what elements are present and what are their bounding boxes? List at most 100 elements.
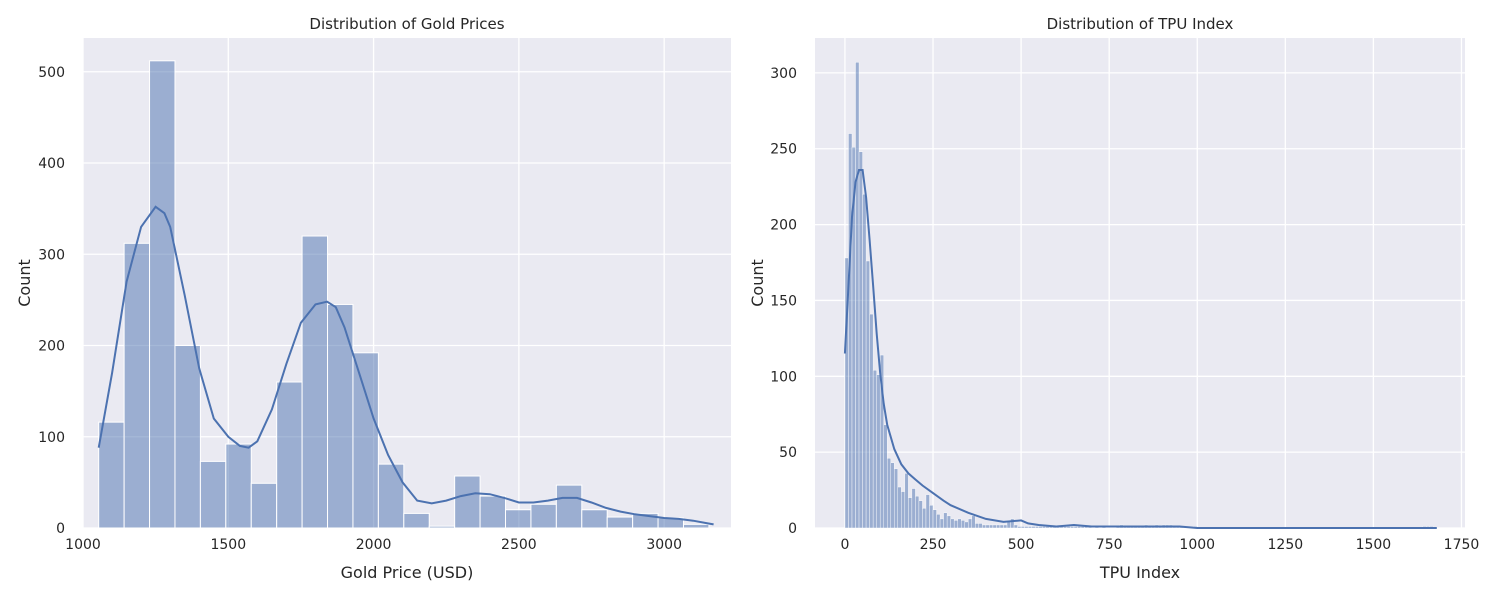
tpu-histogram-bar bbox=[876, 374, 881, 529]
tpu-histogram-bar bbox=[1077, 526, 1082, 529]
tpu-x-tick-label: 0 bbox=[840, 537, 849, 553]
tpu-x-tick-label: 1000 bbox=[1179, 537, 1215, 553]
tpu-y-tick-label: 150 bbox=[770, 293, 797, 309]
tpu-histogram-bar bbox=[939, 518, 944, 529]
tpu-histogram-bar bbox=[1010, 518, 1015, 529]
tpu-histogram-bar bbox=[915, 495, 920, 529]
gold-histogram-bar bbox=[250, 482, 278, 529]
gold-y-tick-label: 400 bbox=[38, 156, 65, 172]
tpu-histogram-bar bbox=[890, 462, 895, 529]
gold-histogram-bar bbox=[123, 242, 151, 529]
tpu-histogram-bar bbox=[1066, 526, 1071, 529]
tpu-histogram-bar bbox=[855, 62, 860, 529]
tpu-histogram-bar bbox=[901, 491, 906, 529]
tpu-histogram-bar bbox=[1070, 526, 1075, 529]
tpu-histogram-bar bbox=[1024, 526, 1029, 529]
tpu-histogram-bar bbox=[894, 468, 898, 529]
tpu-y-tick-label: 100 bbox=[770, 369, 797, 385]
gold-histogram-bar bbox=[149, 60, 176, 529]
tpu-histogram-bar bbox=[1031, 526, 1036, 529]
gold-histogram-bar bbox=[454, 475, 481, 529]
tpu-histogram-bar bbox=[957, 518, 962, 529]
gold-histogram-bar bbox=[581, 509, 608, 529]
tpu-histogram-bar bbox=[918, 500, 923, 529]
gold-histogram-bar bbox=[505, 509, 532, 529]
gold-histogram-bar bbox=[530, 503, 557, 529]
tpu-histogram-bar bbox=[1013, 524, 1018, 529]
tpu-histogram-bar bbox=[943, 512, 948, 529]
tpu-histogram-bar bbox=[848, 133, 853, 529]
tpu-histogram-bar bbox=[975, 523, 980, 529]
gold-chart-title: Distribution of Gold Prices bbox=[309, 15, 504, 33]
tpu-chart-title: Distribution of TPU Index bbox=[1047, 15, 1234, 33]
tpu-histogram-bar bbox=[1038, 526, 1043, 529]
tpu-x-tick-label: 500 bbox=[1008, 537, 1035, 553]
tpu-x-tick-label: 1750 bbox=[1444, 537, 1480, 553]
tpu-histogram-bar bbox=[968, 518, 972, 529]
gold-y-tick-label: 200 bbox=[38, 339, 65, 355]
tpu-y-tick-label: 50 bbox=[779, 445, 797, 461]
gold-histogram-bar bbox=[479, 495, 507, 529]
gold-histogram-bar bbox=[276, 381, 303, 529]
tpu-histogram-bar bbox=[1042, 526, 1046, 529]
tpu-histogram-bar bbox=[932, 509, 937, 529]
gold-y-axis-label: Count bbox=[15, 259, 34, 307]
tpu-histogram-bar bbox=[1073, 526, 1078, 529]
gold-histogram-bar bbox=[174, 345, 201, 529]
tpu-histogram-bar bbox=[883, 424, 888, 529]
gold-histogram-bar bbox=[403, 512, 430, 529]
tpu-x-tick-label: 250 bbox=[920, 537, 947, 553]
gold-x-axis-label: Gold Price (USD) bbox=[341, 563, 474, 582]
gold-price-histogram: 1000 1500 2000 2500 3000 0 100 200 300 400 500 Di… bbox=[15, 15, 731, 582]
tpu-histogram-bar bbox=[865, 260, 870, 529]
tpu-y-tick-label: 250 bbox=[770, 142, 797, 158]
tpu-histogram-bar bbox=[1017, 526, 1022, 529]
tpu-histogram-bar bbox=[1034, 526, 1039, 529]
gold-y-tick-label: 100 bbox=[38, 430, 65, 446]
tpu-histogram-bar bbox=[989, 524, 994, 529]
gold-y-tick-label: 300 bbox=[38, 247, 65, 263]
gold-histogram-bar bbox=[98, 421, 125, 529]
tpu-x-axis-label: TPU Index bbox=[1099, 563, 1180, 582]
tpu-histogram-bar bbox=[862, 194, 867, 529]
gold-x-tick-label: 1000 bbox=[65, 537, 101, 553]
tpu-histogram-bar bbox=[953, 520, 958, 529]
tpu-histogram-bar bbox=[897, 486, 902, 529]
gold-histogram-bar bbox=[199, 460, 227, 529]
tpu-x-tick-label: 1250 bbox=[1268, 537, 1304, 553]
tpu-histogram-bar bbox=[925, 494, 930, 529]
gold-histogram-bar bbox=[225, 443, 252, 529]
tpu-histogram-bar bbox=[964, 521, 969, 529]
tpu-histogram-bar bbox=[992, 524, 997, 529]
gold-histogram-bar bbox=[682, 523, 710, 529]
tpu-histogram-bar bbox=[978, 523, 983, 529]
tpu-histogram-bar bbox=[1027, 526, 1032, 529]
tpu-histogram-bar bbox=[982, 524, 987, 529]
tpu-y-tick-label: 200 bbox=[770, 218, 797, 234]
tpu-y-axis-label: Count bbox=[748, 259, 767, 307]
tpu-index-histogram: 0 250 500 750 1000 1250 1500 1750 0 50 100 150 200 2… bbox=[748, 15, 1479, 582]
tpu-histogram-bar bbox=[985, 524, 990, 529]
tpu-histogram-bar bbox=[971, 515, 976, 529]
gold-y-tick-label: 500 bbox=[38, 65, 65, 81]
tpu-histogram-bar bbox=[872, 370, 877, 529]
tpu-histogram-bar bbox=[999, 524, 1004, 529]
gold-x-tick-label: 2000 bbox=[356, 537, 392, 553]
tpu-y-tick-label: 0 bbox=[788, 521, 797, 537]
tpu-histogram-bar bbox=[936, 514, 941, 529]
gold-histogram-bar bbox=[377, 463, 405, 529]
tpu-histogram-bar bbox=[961, 520, 965, 529]
tpu-histogram-bar bbox=[929, 505, 934, 529]
tpu-histogram-bar bbox=[911, 488, 916, 529]
tpu-histogram-bar bbox=[869, 313, 874, 529]
gold-x-tick-label: 2500 bbox=[501, 537, 537, 553]
gold-x-tick-label: 1500 bbox=[210, 537, 246, 553]
tpu-x-tick-label: 750 bbox=[1096, 537, 1123, 553]
tpu-histogram-bar bbox=[858, 151, 863, 529]
tpu-histogram-bar bbox=[904, 473, 909, 529]
tpu-histogram-bar bbox=[887, 458, 891, 529]
tpu-x-tick-label: 1500 bbox=[1356, 537, 1392, 553]
tpu-histogram-bar bbox=[908, 497, 913, 529]
gold-histogram-bar bbox=[428, 525, 456, 529]
